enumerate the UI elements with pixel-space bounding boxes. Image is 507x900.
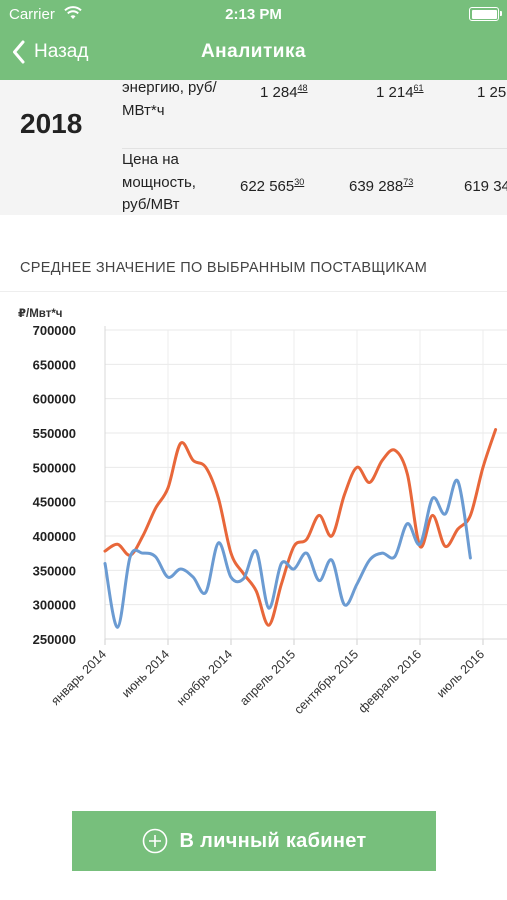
price-line-chart: ₽/Мвт*ч 250000 300000 350000 400000 450000 500… (18, 308, 507, 717)
table-cell: 1 25 (477, 84, 507, 101)
carrier-label: Carrier (9, 6, 55, 23)
y-tick-label: 650000 (33, 357, 76, 372)
y-axis-unit-label: ₽/Мвт*ч (18, 308, 62, 320)
x-tick-label: январь 2014 (48, 647, 109, 708)
back-button[interactable]: Назад (12, 38, 88, 66)
plus-circle-icon (142, 828, 167, 854)
y-tick-label: 700000 (33, 323, 76, 338)
series-line-2 (103, 478, 472, 629)
table-year: 2018 (20, 108, 83, 139)
x-tick-label: сентябрь 2015 (291, 647, 361, 717)
x-tick-label: июль 2016 (434, 647, 487, 700)
x-tick-label: ноябрь 2014 (174, 647, 235, 708)
section-title: СРЕДНЕЕ ЗНАЧЕНИЕ ПО ВЫБРАННЫМ ПОСТАВЩИКА… (20, 260, 428, 276)
y-tick-label: 250000 (33, 632, 76, 647)
row-label: энергию, руб/ МВт*ч (122, 80, 217, 119)
y-tick-label: 450000 (33, 495, 76, 510)
wifi-icon (64, 6, 82, 19)
table-cell: 1 21461 (376, 83, 424, 101)
y-tick-label: 300000 (33, 598, 76, 613)
divider (0, 291, 507, 292)
x-tick-label: июнь 2014 (119, 647, 172, 700)
y-tick-label: 350000 (33, 563, 76, 578)
personal-account-label: В личный кабинет (179, 829, 367, 852)
page-title: Аналитика (200, 41, 307, 62)
x-tick-label: апрель 2015 (237, 647, 298, 708)
y-tick-label: 550000 (33, 426, 76, 441)
chevron-left-icon (13, 40, 25, 64)
table-cell: 619 34 (464, 178, 507, 195)
personal-account-button[interactable]: В личный кабинет (72, 811, 436, 871)
price-table[interactable]: 2018 энергию, руб/ МВт*ч 1 28448 1 21461… (0, 80, 507, 215)
status-time: 2:13 PM (225, 6, 282, 23)
table-cell: 1 28448 (260, 83, 308, 101)
y-tick-label: 600000 (33, 392, 76, 407)
y-tick-label: 400000 (33, 529, 76, 544)
back-label: Назад (34, 41, 89, 62)
table-cell: 639 28873 (349, 177, 414, 195)
row-label: Цена на мощность, руб/МВт (122, 151, 196, 213)
table-cell: 622 56530 (240, 177, 305, 195)
series-line-1 (103, 428, 498, 627)
status-bar: Carrier 2:13 PM (0, 0, 507, 28)
table-row: Цена на мощность, руб/МВт 622 56530 639 … (122, 148, 507, 213)
y-tick-label: 500000 (33, 460, 76, 475)
battery-icon (469, 7, 502, 21)
x-tick-label: февраль 2016 (356, 647, 425, 716)
app-header: Carrier 2:13 PM Назад Аналитика (0, 0, 507, 80)
